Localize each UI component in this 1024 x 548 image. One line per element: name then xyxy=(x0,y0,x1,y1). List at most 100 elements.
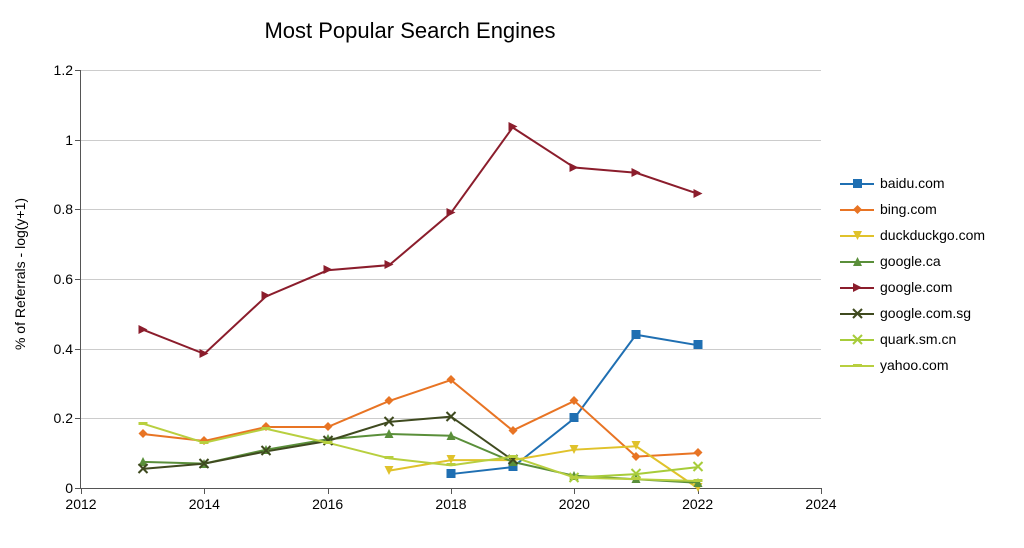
gridline xyxy=(81,209,821,210)
ytick-mark xyxy=(75,349,81,350)
legend-item: baidu.com xyxy=(840,170,985,196)
series-line xyxy=(574,467,697,477)
legend-swatch xyxy=(840,226,874,244)
legend-item: duckduckgo.com xyxy=(840,222,985,248)
ytick-label: 0.8 xyxy=(54,201,73,217)
legend-item: google.ca xyxy=(840,248,985,274)
data-point xyxy=(570,159,579,177)
data-point xyxy=(138,425,147,443)
plot-area: 00.20.40.60.811.220122014201620182020202… xyxy=(80,70,821,489)
legend-swatch xyxy=(840,278,874,296)
ytick-mark xyxy=(75,418,81,419)
legend-label: google.com.sg xyxy=(880,305,971,321)
data-point xyxy=(508,458,517,476)
ytick-label: 1 xyxy=(65,132,73,148)
data-point xyxy=(447,456,456,474)
data-point xyxy=(447,408,456,426)
legend-swatch xyxy=(840,174,874,192)
ytick-label: 0 xyxy=(65,480,73,496)
data-point xyxy=(570,441,579,459)
data-point xyxy=(323,434,332,452)
data-point xyxy=(385,256,394,274)
series-line xyxy=(143,434,698,483)
data-point xyxy=(323,261,332,279)
xtick-label: 2014 xyxy=(189,496,220,512)
gridline xyxy=(81,70,821,71)
series-line xyxy=(451,335,698,474)
data-point xyxy=(385,462,394,480)
data-point xyxy=(200,434,209,452)
data-point xyxy=(508,118,517,136)
data-point xyxy=(138,415,147,433)
xtick-mark xyxy=(574,488,575,494)
ytick-mark xyxy=(75,70,81,71)
legend-swatch xyxy=(840,252,874,270)
data-point xyxy=(693,336,702,354)
legend-label: baidu.com xyxy=(880,175,945,191)
xtick-mark xyxy=(698,488,699,494)
ytick-label: 0.4 xyxy=(54,341,73,357)
data-point xyxy=(323,430,332,448)
data-point xyxy=(262,420,271,438)
data-point xyxy=(385,413,394,431)
data-point xyxy=(693,458,702,476)
xtick-label: 2022 xyxy=(682,496,713,512)
legend-swatch xyxy=(840,330,874,348)
data-point xyxy=(632,470,641,488)
data-point xyxy=(508,451,517,469)
xtick-label: 2024 xyxy=(805,496,836,512)
gridline xyxy=(81,140,821,141)
data-point xyxy=(632,465,641,483)
data-point xyxy=(570,467,579,485)
y-axis-label: % of Referrals - log(y+1) xyxy=(12,198,28,350)
data-point xyxy=(262,441,271,459)
data-point xyxy=(508,451,517,469)
xtick-label: 2016 xyxy=(312,496,343,512)
data-point xyxy=(570,469,579,487)
data-point xyxy=(200,432,209,450)
xtick-mark xyxy=(451,488,452,494)
data-point xyxy=(385,425,394,443)
data-point xyxy=(693,185,702,203)
legend-swatch xyxy=(840,200,874,218)
data-point xyxy=(200,455,209,473)
legend-label: google.com xyxy=(880,279,952,295)
data-point xyxy=(632,164,641,182)
ytick-label: 0.2 xyxy=(54,410,73,426)
legend-item: google.com.sg xyxy=(840,300,985,326)
data-point xyxy=(632,470,641,488)
legend-item: quark.sm.cn xyxy=(840,326,985,352)
data-point xyxy=(632,448,641,466)
series-line xyxy=(389,446,697,488)
data-point xyxy=(138,321,147,339)
legend-label: google.ca xyxy=(880,253,941,269)
legend-item: google.com xyxy=(840,274,985,300)
legend: baidu.combing.comduckduckgo.comgoogle.ca… xyxy=(840,170,985,378)
xtick-mark xyxy=(204,488,205,494)
data-point xyxy=(508,453,517,471)
data-point xyxy=(447,465,456,483)
data-point xyxy=(262,442,271,460)
data-point xyxy=(138,460,147,478)
ytick-mark xyxy=(75,140,81,141)
data-point xyxy=(570,392,579,410)
legend-swatch xyxy=(840,304,874,322)
ytick-mark xyxy=(75,209,81,210)
xtick-mark xyxy=(81,488,82,494)
chart-container: Most Popular Search Engines % of Referra… xyxy=(0,0,1024,548)
data-point xyxy=(323,432,332,450)
chart-title: Most Popular Search Engines xyxy=(0,18,820,44)
series-line xyxy=(143,417,513,469)
data-point xyxy=(447,427,456,445)
series-line xyxy=(143,127,698,353)
data-point xyxy=(632,437,641,455)
data-point xyxy=(570,469,579,487)
data-point xyxy=(323,418,332,436)
gridline xyxy=(81,418,821,419)
data-point xyxy=(262,287,271,305)
gridline xyxy=(81,349,821,350)
data-point xyxy=(385,449,394,467)
data-point xyxy=(200,455,209,473)
legend-swatch xyxy=(840,356,874,374)
legend-label: duckduckgo.com xyxy=(880,227,985,243)
